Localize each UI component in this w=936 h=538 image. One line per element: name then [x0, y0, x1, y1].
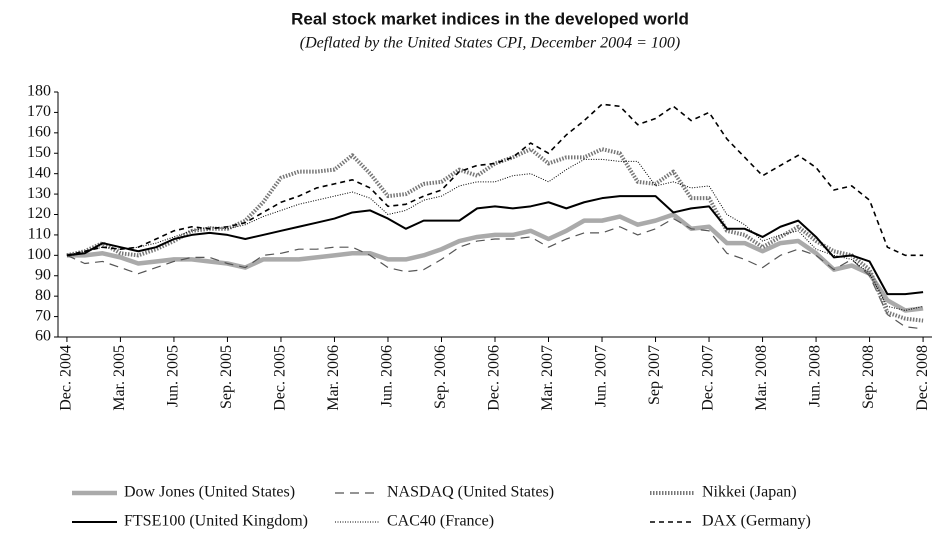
y-tick-label: 160 [27, 124, 51, 141]
x-tick-label: Jun. 2006 [379, 345, 396, 407]
x-tick-label: Sep. 2008 [860, 345, 877, 409]
y-tick-label: 90 [35, 266, 51, 283]
y-tick-label: 100 [27, 246, 51, 263]
y-tick-label: 130 [27, 185, 51, 202]
y-tick-label: 110 [28, 226, 51, 243]
legend-label: DAX (Germany) [702, 513, 811, 530]
x-tick-label: Mar. 2005 [111, 345, 128, 411]
x-tick-label: Jun. 2007 [593, 345, 610, 407]
x-tick-label: Sep. 2005 [218, 345, 235, 409]
legend-label: CAC40 (France) [387, 513, 494, 530]
y-tick-label: 180 [27, 83, 51, 100]
x-tick-label: Dec. 2006 [486, 345, 503, 411]
x-tick-label: Mar. 2006 [325, 345, 342, 411]
legend-label: Nikkei (Japan) [702, 484, 797, 501]
y-tick-label: 120 [27, 205, 51, 222]
chart-title: Real stock market indices in the develop… [291, 9, 689, 28]
legend-label: Dow Jones (United States) [124, 484, 295, 501]
y-tick-label: 150 [27, 144, 51, 161]
x-tick-label: Sep 2007 [646, 345, 663, 405]
x-tick-label: Jun. 2005 [165, 345, 182, 407]
y-tick-label: 70 [35, 307, 51, 324]
x-tick-label: Dec. 2007 [700, 345, 717, 411]
y-tick-label: 60 [35, 328, 51, 345]
y-tick-label: 170 [27, 103, 51, 120]
legend-label: NASDAQ (United States) [387, 484, 554, 501]
x-tick-label: Mar. 2007 [539, 345, 556, 411]
x-tick-label: Jun. 2008 [807, 345, 824, 407]
y-tick-label: 80 [35, 287, 51, 304]
x-tick-label: Mar. 2008 [753, 345, 770, 411]
legend-label: FTSE100 (United Kingdom) [124, 513, 308, 530]
series-line [66, 103, 924, 257]
x-tick-label: Dec. 2004 [58, 345, 75, 411]
x-tick-label: Dec. 2005 [272, 345, 289, 411]
chart-subtitle: (Deflated by the United States CPI, Dece… [300, 35, 680, 52]
x-tick-label: Dec. 2008 [914, 345, 931, 411]
series-line [66, 217, 924, 330]
y-tick-label: 140 [27, 164, 51, 181]
series-line [66, 212, 924, 313]
series-line [66, 195, 924, 296]
x-tick-label: Sep. 2006 [432, 345, 449, 409]
